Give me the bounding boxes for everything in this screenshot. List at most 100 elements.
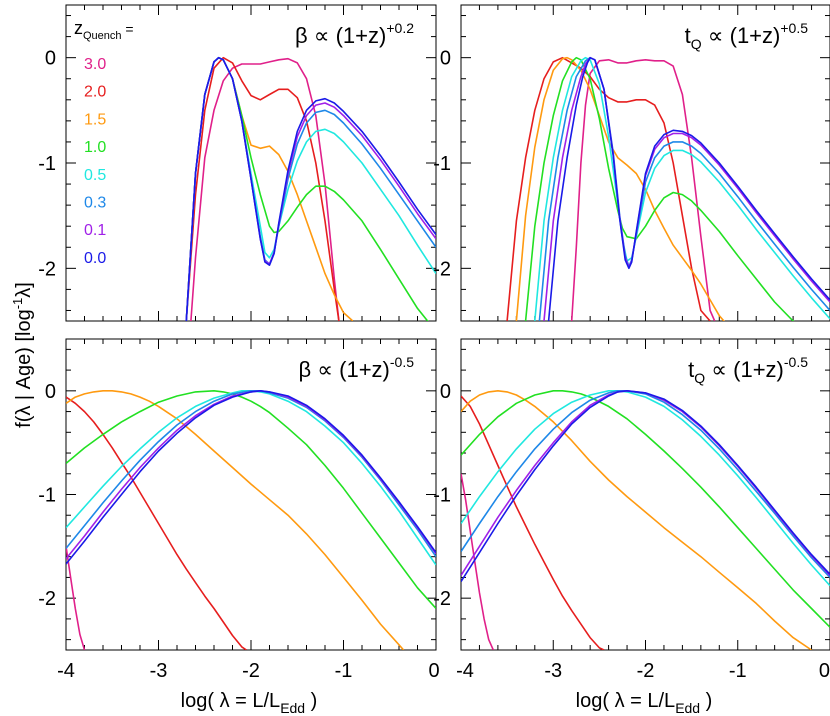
- series-line-z0.0: [547, 56, 830, 321]
- series-line-z1.5: [185, 56, 354, 321]
- panel-frame: [65, 4, 437, 322]
- x-axis-title-tail: ): [700, 690, 712, 712]
- panel-label-sub: Q: [691, 36, 702, 52]
- y-tick-label: -1: [433, 153, 451, 175]
- series-line-z2.0: [66, 396, 247, 650]
- y-tick-label: -2: [38, 258, 56, 280]
- x-tick-label: -1: [729, 660, 747, 682]
- series-group: [66, 390, 436, 650]
- x-tick-label: -3: [544, 660, 562, 682]
- panel-label: tQ ∝ (1+z)+0.5: [685, 20, 809, 52]
- panel-label-sub: Q: [694, 370, 705, 386]
- series-line-z0.3: [538, 56, 830, 321]
- legend-entry-z1.5: 1.5: [84, 111, 106, 128]
- series-line-z0.0: [185, 56, 436, 321]
- series-group: [506, 56, 830, 321]
- panel-label-sup: +0.5: [780, 20, 808, 36]
- legend-entry-z0.5: 0.5: [84, 167, 106, 184]
- panel-frame: [460, 4, 830, 322]
- legend-entries: 3.0 2.0 1.5 1.0 0.5 0.3 0.1 0.0: [84, 56, 106, 267]
- panel-label-sup: +0.2: [386, 20, 414, 36]
- legend-title: zQuench =: [74, 18, 134, 42]
- y-axis-title-tail: λ]: [13, 282, 35, 298]
- series-line-z0.3: [461, 390, 830, 578]
- y-tick-label: 0: [45, 381, 56, 403]
- y-tick-label: -2: [433, 258, 451, 280]
- x-axis-title-sub: Edd: [280, 700, 305, 716]
- x-axis-title-right: log( λ = L/LEdd ): [576, 690, 713, 716]
- series-line-z2.0: [185, 56, 340, 321]
- panel-label-sup: -0.5: [390, 354, 414, 370]
- series-group: [461, 390, 830, 650]
- panel-label: β ∝ (1+z)+0.2: [295, 20, 414, 48]
- panel-label-tail: ∝ (1+z): [702, 23, 781, 48]
- x-tick-label: -4: [456, 660, 474, 682]
- y-tick-label: -1: [38, 485, 56, 507]
- series-line-z3.0: [190, 57, 340, 321]
- y-axis-title-sup: -1: [10, 298, 25, 310]
- y-axis-title: f(λ | Age) [log-1λ]: [10, 282, 35, 428]
- series-line-z0.5: [461, 390, 830, 587]
- series-group: [185, 56, 436, 321]
- panel-label-main: t: [685, 23, 691, 48]
- panel-bottom-right: 0 -1 -2 -4 -3 -2 -1 0 tQ ∝ (1+z)-0.5: [433, 338, 830, 682]
- x-axis-title-tail: ): [305, 690, 317, 712]
- series-line-z2.0: [506, 56, 711, 321]
- x-tick-label: -4: [57, 660, 75, 682]
- x-axis-title-main: log( λ = L/L: [576, 690, 676, 712]
- x-tick-label: -1: [335, 660, 353, 682]
- y-tick-label: -1: [38, 153, 56, 175]
- series-line-z1.5: [66, 390, 405, 650]
- panel-top-right: 0 -1 -2 tQ ∝ (1+z)+0.5: [433, 4, 830, 322]
- panel-label-main: t: [688, 357, 694, 382]
- x-tick-label: 0: [819, 660, 830, 682]
- series-line-z3.0: [461, 473, 495, 650]
- series-line-z1.0: [66, 390, 436, 610]
- x-axis-title-left: log( λ = L/LEdd ): [181, 690, 318, 716]
- series-line-z3.0: [66, 546, 86, 650]
- y-tick-label: 0: [440, 381, 451, 403]
- legend-entry-z0.0: 0.0: [84, 250, 106, 267]
- y-axis-title-main: f(λ | Age) [log: [13, 309, 35, 428]
- y-tick-label: -1: [433, 485, 451, 507]
- legend-entry-z0.1: 0.1: [84, 222, 106, 239]
- panel-label: β ∝ (1+z)-0.5: [299, 354, 415, 382]
- y-tick-label: -2: [433, 588, 451, 610]
- legend-entry-z2.0: 2.0: [84, 84, 106, 101]
- series-line-z3.0: [570, 59, 716, 321]
- panel-label-tail: ∝ (1+z): [705, 357, 784, 382]
- series-line-z1.5: [515, 56, 725, 321]
- x-tick-label: 0: [428, 660, 439, 682]
- panel-bottom-left: 0 -1 -2 -4 -3 -2 -1 0 β ∝ (1+z)-0.5: [38, 338, 440, 682]
- series-line-z1.0: [524, 56, 795, 321]
- panel-label-main: β ∝ (1+z): [299, 357, 390, 382]
- x-tick-label: -3: [150, 660, 168, 682]
- series-line-z0.0: [66, 390, 436, 565]
- series-line-z0.3: [66, 390, 436, 558]
- y-tick-label: 0: [45, 48, 56, 70]
- panel-label-main: β ∝ (1+z): [295, 23, 386, 48]
- legend-title-tail: =: [122, 21, 134, 37]
- x-tick-label: -2: [242, 660, 260, 682]
- panels-group: 0-1-2β ∝ (1+z)+0.20-1-2tQ ∝ (1+z)+0.50-1…: [38, 4, 830, 682]
- legend-entry-z0.3: 0.3: [84, 195, 106, 212]
- legend-title-main: z: [74, 18, 83, 38]
- y-tick-label: 0: [440, 48, 451, 70]
- legend-entry-z1.0: 1.0: [84, 139, 106, 156]
- panel-top-left: 0 -1 -2 β ∝ (1+z)+0.2: [38, 4, 437, 322]
- x-axis-title-main: log( λ = L/L: [181, 690, 281, 712]
- legend-entry-z3.0: 3.0: [84, 56, 106, 73]
- legend-title-sub: Quench: [83, 30, 122, 42]
- series-line-z0.1: [66, 390, 436, 560]
- x-axis-title-sub: Edd: [675, 700, 700, 716]
- series-line-z1.5: [461, 390, 812, 650]
- panel-label-sup: -0.5: [784, 354, 808, 370]
- y-tick-label: -2: [38, 588, 56, 610]
- series-line-z2.0: [461, 395, 605, 650]
- x-tick-label: -2: [637, 660, 655, 682]
- series-line-z0.0: [461, 390, 830, 583]
- panel-label: tQ ∝ (1+z)-0.5: [688, 354, 808, 386]
- legend: zQuench = 3.0 2.0 1.5 1.0 0.5 0.3 0.1 0.0: [74, 18, 134, 267]
- series-line-z0.1: [461, 390, 830, 576]
